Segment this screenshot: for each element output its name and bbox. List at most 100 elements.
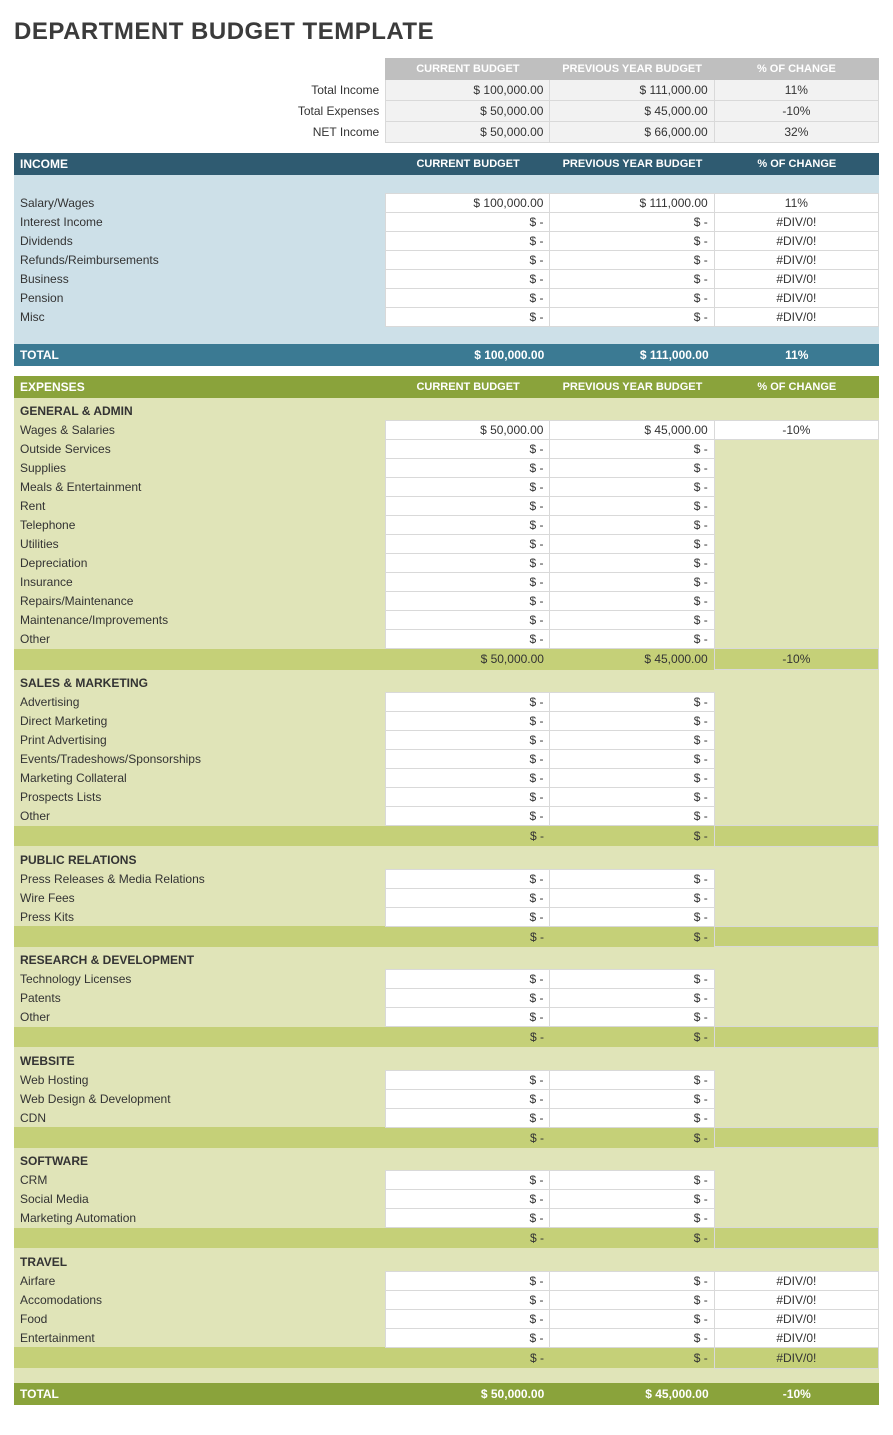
expense-change-cell[interactable]: #DIV/0! <box>714 1328 878 1347</box>
expense-previous-cell[interactable]: $ - <box>550 497 714 516</box>
expense-previous-cell[interactable]: $ - <box>550 554 714 573</box>
expense-current-cell[interactable]: $ - <box>386 478 550 497</box>
expense-current-cell[interactable]: $ - <box>386 970 550 989</box>
income-previous-cell[interactable]: $ - <box>550 288 714 307</box>
expense-current-cell[interactable]: $ - <box>386 630 550 649</box>
expense-previous-cell[interactable]: $ - <box>550 907 714 926</box>
income-current-cell[interactable]: $ 100,000.00 <box>386 193 550 212</box>
expense-previous-cell[interactable]: $ - <box>550 1190 714 1209</box>
expense-current-cell[interactable]: $ - <box>386 573 550 592</box>
expense-current-cell[interactable]: $ - <box>386 1271 550 1290</box>
income-current-cell[interactable]: $ - <box>386 307 550 326</box>
expense-current-cell[interactable]: $ - <box>386 888 550 907</box>
income-change-cell[interactable]: #DIV/0! <box>714 231 878 250</box>
expense-current-cell[interactable]: $ - <box>386 693 550 712</box>
expense-current-cell[interactable]: $ - <box>386 1171 550 1190</box>
expense-previous-cell[interactable]: $ 45,000.00 <box>550 421 714 440</box>
expense-previous-cell[interactable]: $ - <box>550 516 714 535</box>
expense-previous-cell[interactable]: $ - <box>550 807 714 826</box>
expense-current-cell[interactable]: $ - <box>386 1108 550 1127</box>
expense-previous-cell[interactable]: $ - <box>550 1108 714 1127</box>
expense-previous-cell[interactable]: $ - <box>550 573 714 592</box>
expense-previous-cell[interactable]: $ - <box>550 693 714 712</box>
expense-current-cell[interactable]: $ - <box>386 535 550 554</box>
expense-current-cell[interactable]: $ - <box>386 440 550 459</box>
expense-current-cell[interactable]: $ - <box>386 731 550 750</box>
income-change-cell[interactable]: #DIV/0! <box>714 288 878 307</box>
expense-change-cell[interactable]: #DIV/0! <box>714 1309 878 1328</box>
expense-current-cell[interactable]: $ - <box>386 1290 550 1309</box>
expense-previous-cell[interactable]: $ - <box>550 731 714 750</box>
expense-current-cell[interactable]: $ - <box>386 1190 550 1209</box>
expense-previous-cell[interactable]: $ - <box>550 611 714 630</box>
expense-current-cell[interactable]: $ - <box>386 989 550 1008</box>
expense-current-cell[interactable]: $ - <box>386 516 550 535</box>
income-previous-cell[interactable]: $ - <box>550 250 714 269</box>
expense-current-cell[interactable]: $ - <box>386 907 550 926</box>
expense-change-cell[interactable]: #DIV/0! <box>714 1271 878 1290</box>
expense-current-cell[interactable]: $ - <box>386 788 550 807</box>
expense-previous-cell[interactable]: $ - <box>550 888 714 907</box>
expense-current-cell[interactable]: $ 50,000.00 <box>386 421 550 440</box>
expense-current-cell[interactable]: $ - <box>386 459 550 478</box>
expense-previous-cell[interactable]: $ - <box>550 592 714 611</box>
expense-previous-cell[interactable]: $ - <box>550 712 714 731</box>
expense-change-cell[interactable]: #DIV/0! <box>714 1290 878 1309</box>
summary-current[interactable]: $ 50,000.00 <box>386 122 550 143</box>
expense-previous-cell[interactable]: $ - <box>550 1171 714 1190</box>
expense-previous-cell[interactable]: $ - <box>550 459 714 478</box>
expense-current-cell[interactable]: $ - <box>386 750 550 769</box>
expense-previous-cell[interactable]: $ - <box>550 440 714 459</box>
summary-change[interactable]: -10% <box>714 101 878 122</box>
expense-previous-cell[interactable]: $ - <box>550 1271 714 1290</box>
expense-current-cell[interactable]: $ - <box>386 712 550 731</box>
expense-current-cell[interactable]: $ - <box>386 1070 550 1089</box>
expense-current-cell[interactable]: $ - <box>386 1089 550 1108</box>
expense-current-cell[interactable]: $ - <box>386 1209 550 1228</box>
expense-current-cell[interactable]: $ - <box>386 497 550 516</box>
income-current-cell[interactable]: $ - <box>386 269 550 288</box>
expense-current-cell[interactable]: $ - <box>386 1328 550 1347</box>
income-previous-cell[interactable]: $ - <box>550 269 714 288</box>
expense-previous-cell[interactable]: $ - <box>550 989 714 1008</box>
income-change-cell[interactable]: #DIV/0! <box>714 307 878 326</box>
expense-previous-cell[interactable]: $ - <box>550 1309 714 1328</box>
expense-previous-cell[interactable]: $ - <box>550 1008 714 1027</box>
expense-current-cell[interactable]: $ - <box>386 769 550 788</box>
expense-previous-cell[interactable]: $ - <box>550 478 714 497</box>
income-current-cell[interactable]: $ - <box>386 231 550 250</box>
income-current-cell[interactable]: $ - <box>386 250 550 269</box>
income-previous-cell[interactable]: $ - <box>550 231 714 250</box>
summary-change[interactable]: 11% <box>714 80 878 101</box>
expense-current-cell[interactable]: $ - <box>386 1309 550 1328</box>
income-change-cell[interactable]: 11% <box>714 193 878 212</box>
summary-current[interactable]: $ 50,000.00 <box>386 101 550 122</box>
expense-previous-cell[interactable]: $ - <box>550 788 714 807</box>
expense-previous-cell[interactable]: $ - <box>550 869 714 888</box>
expense-current-cell[interactable]: $ - <box>386 592 550 611</box>
expense-current-cell[interactable]: $ - <box>386 611 550 630</box>
income-previous-cell[interactable]: $ - <box>550 212 714 231</box>
expense-previous-cell[interactable]: $ - <box>550 1290 714 1309</box>
summary-previous[interactable]: $ 45,000.00 <box>550 101 714 122</box>
income-change-cell[interactable]: #DIV/0! <box>714 250 878 269</box>
income-change-cell[interactable]: #DIV/0! <box>714 212 878 231</box>
expense-current-cell[interactable]: $ - <box>386 869 550 888</box>
expense-previous-cell[interactable]: $ - <box>550 1089 714 1108</box>
expense-previous-cell[interactable]: $ - <box>550 535 714 554</box>
expense-previous-cell[interactable]: $ - <box>550 750 714 769</box>
expense-previous-cell[interactable]: $ - <box>550 970 714 989</box>
summary-previous[interactable]: $ 111,000.00 <box>550 80 714 101</box>
summary-previous[interactable]: $ 66,000.00 <box>550 122 714 143</box>
expense-previous-cell[interactable]: $ - <box>550 1328 714 1347</box>
income-change-cell[interactable]: #DIV/0! <box>714 269 878 288</box>
summary-change[interactable]: 32% <box>714 122 878 143</box>
expense-previous-cell[interactable]: $ - <box>550 1070 714 1089</box>
expense-current-cell[interactable]: $ - <box>386 807 550 826</box>
summary-current[interactable]: $ 100,000.00 <box>386 80 550 101</box>
expense-previous-cell[interactable]: $ - <box>550 1209 714 1228</box>
expense-change-cell[interactable]: -10% <box>714 421 878 440</box>
expense-current-cell[interactable]: $ - <box>386 554 550 573</box>
income-previous-cell[interactable]: $ - <box>550 307 714 326</box>
income-current-cell[interactable]: $ - <box>386 212 550 231</box>
